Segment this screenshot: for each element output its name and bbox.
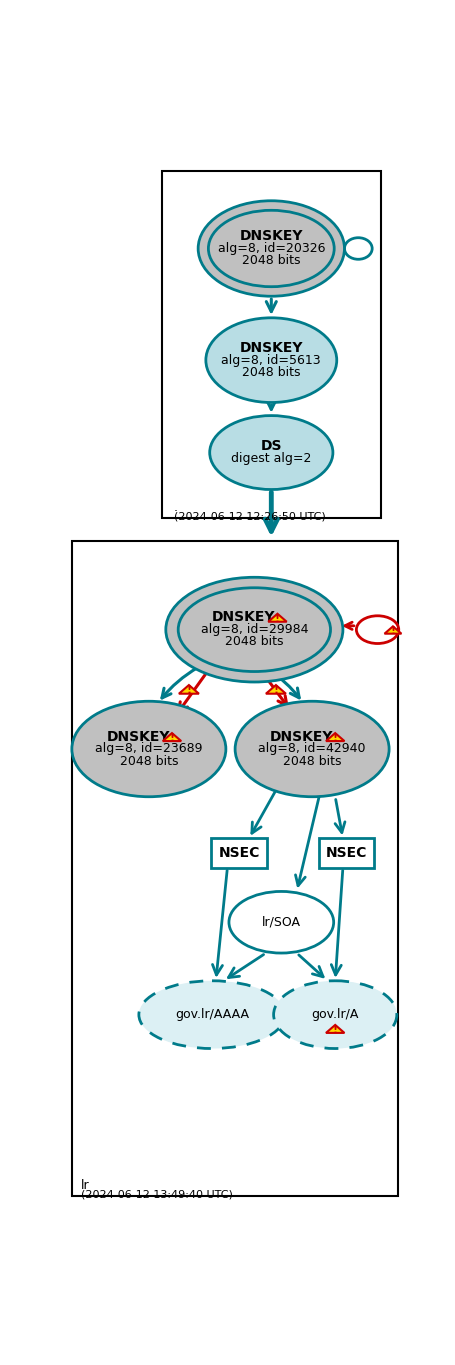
Text: alg=8, id=20326: alg=8, id=20326: [217, 242, 325, 255]
Ellipse shape: [235, 702, 389, 797]
Text: alg=8, id=5613: alg=8, id=5613: [222, 354, 321, 367]
Text: (2024-06-12 13:49:40 UTC): (2024-06-12 13:49:40 UTC): [81, 1189, 233, 1200]
Ellipse shape: [229, 891, 334, 953]
Text: !: !: [273, 685, 278, 695]
Text: !: !: [333, 733, 338, 743]
Text: 2048 bits: 2048 bits: [225, 636, 283, 648]
Text: alg=8, id=29984: alg=8, id=29984: [201, 624, 308, 636]
Text: lr/SOA: lr/SOA: [262, 916, 301, 928]
Text: (2024-06-12 12:26:50 UTC): (2024-06-12 12:26:50 UTC): [173, 512, 325, 521]
Polygon shape: [326, 1025, 344, 1033]
Text: gov.lr/A: gov.lr/A: [312, 1009, 359, 1021]
Text: !: !: [187, 685, 192, 695]
FancyBboxPatch shape: [319, 838, 374, 868]
Text: digest alg=2: digest alg=2: [231, 452, 312, 465]
Bar: [72, 541, 399, 1196]
Polygon shape: [179, 685, 199, 693]
Polygon shape: [326, 733, 344, 741]
Ellipse shape: [72, 702, 226, 797]
Ellipse shape: [210, 415, 333, 490]
Text: NSEC: NSEC: [218, 846, 260, 860]
Text: 2048 bits: 2048 bits: [242, 366, 301, 379]
Ellipse shape: [198, 201, 344, 296]
Bar: [162, 172, 381, 517]
Text: DNSKEY: DNSKEY: [239, 229, 303, 243]
Polygon shape: [163, 733, 181, 741]
Polygon shape: [266, 685, 286, 693]
Text: 2048 bits: 2048 bits: [242, 254, 301, 268]
Text: DNSKEY: DNSKEY: [106, 730, 170, 744]
Text: lr: lr: [81, 1178, 90, 1192]
Text: 2048 bits: 2048 bits: [283, 755, 341, 768]
Text: DNSKEY: DNSKEY: [269, 730, 333, 744]
Polygon shape: [268, 614, 287, 621]
Text: NSEC: NSEC: [326, 846, 368, 860]
Text: DNSKEY: DNSKEY: [239, 341, 303, 355]
Text: !: !: [275, 613, 280, 624]
Text: gov.lr/AAAA: gov.lr/AAAA: [175, 1009, 249, 1021]
Text: DNSKEY: DNSKEY: [212, 610, 275, 624]
Text: alg=8, id=23689: alg=8, id=23689: [95, 743, 202, 755]
Ellipse shape: [206, 318, 337, 403]
FancyBboxPatch shape: [211, 838, 267, 868]
Ellipse shape: [273, 981, 397, 1048]
Text: .: .: [173, 501, 177, 515]
Text: !: !: [390, 625, 395, 636]
Polygon shape: [384, 627, 401, 633]
Text: alg=8, id=42940: alg=8, id=42940: [258, 743, 366, 755]
Text: 2048 bits: 2048 bits: [120, 755, 178, 768]
Ellipse shape: [166, 577, 343, 682]
Text: DS: DS: [261, 440, 282, 453]
Ellipse shape: [139, 981, 285, 1048]
Text: !: !: [169, 733, 175, 743]
Text: !: !: [333, 1025, 338, 1035]
